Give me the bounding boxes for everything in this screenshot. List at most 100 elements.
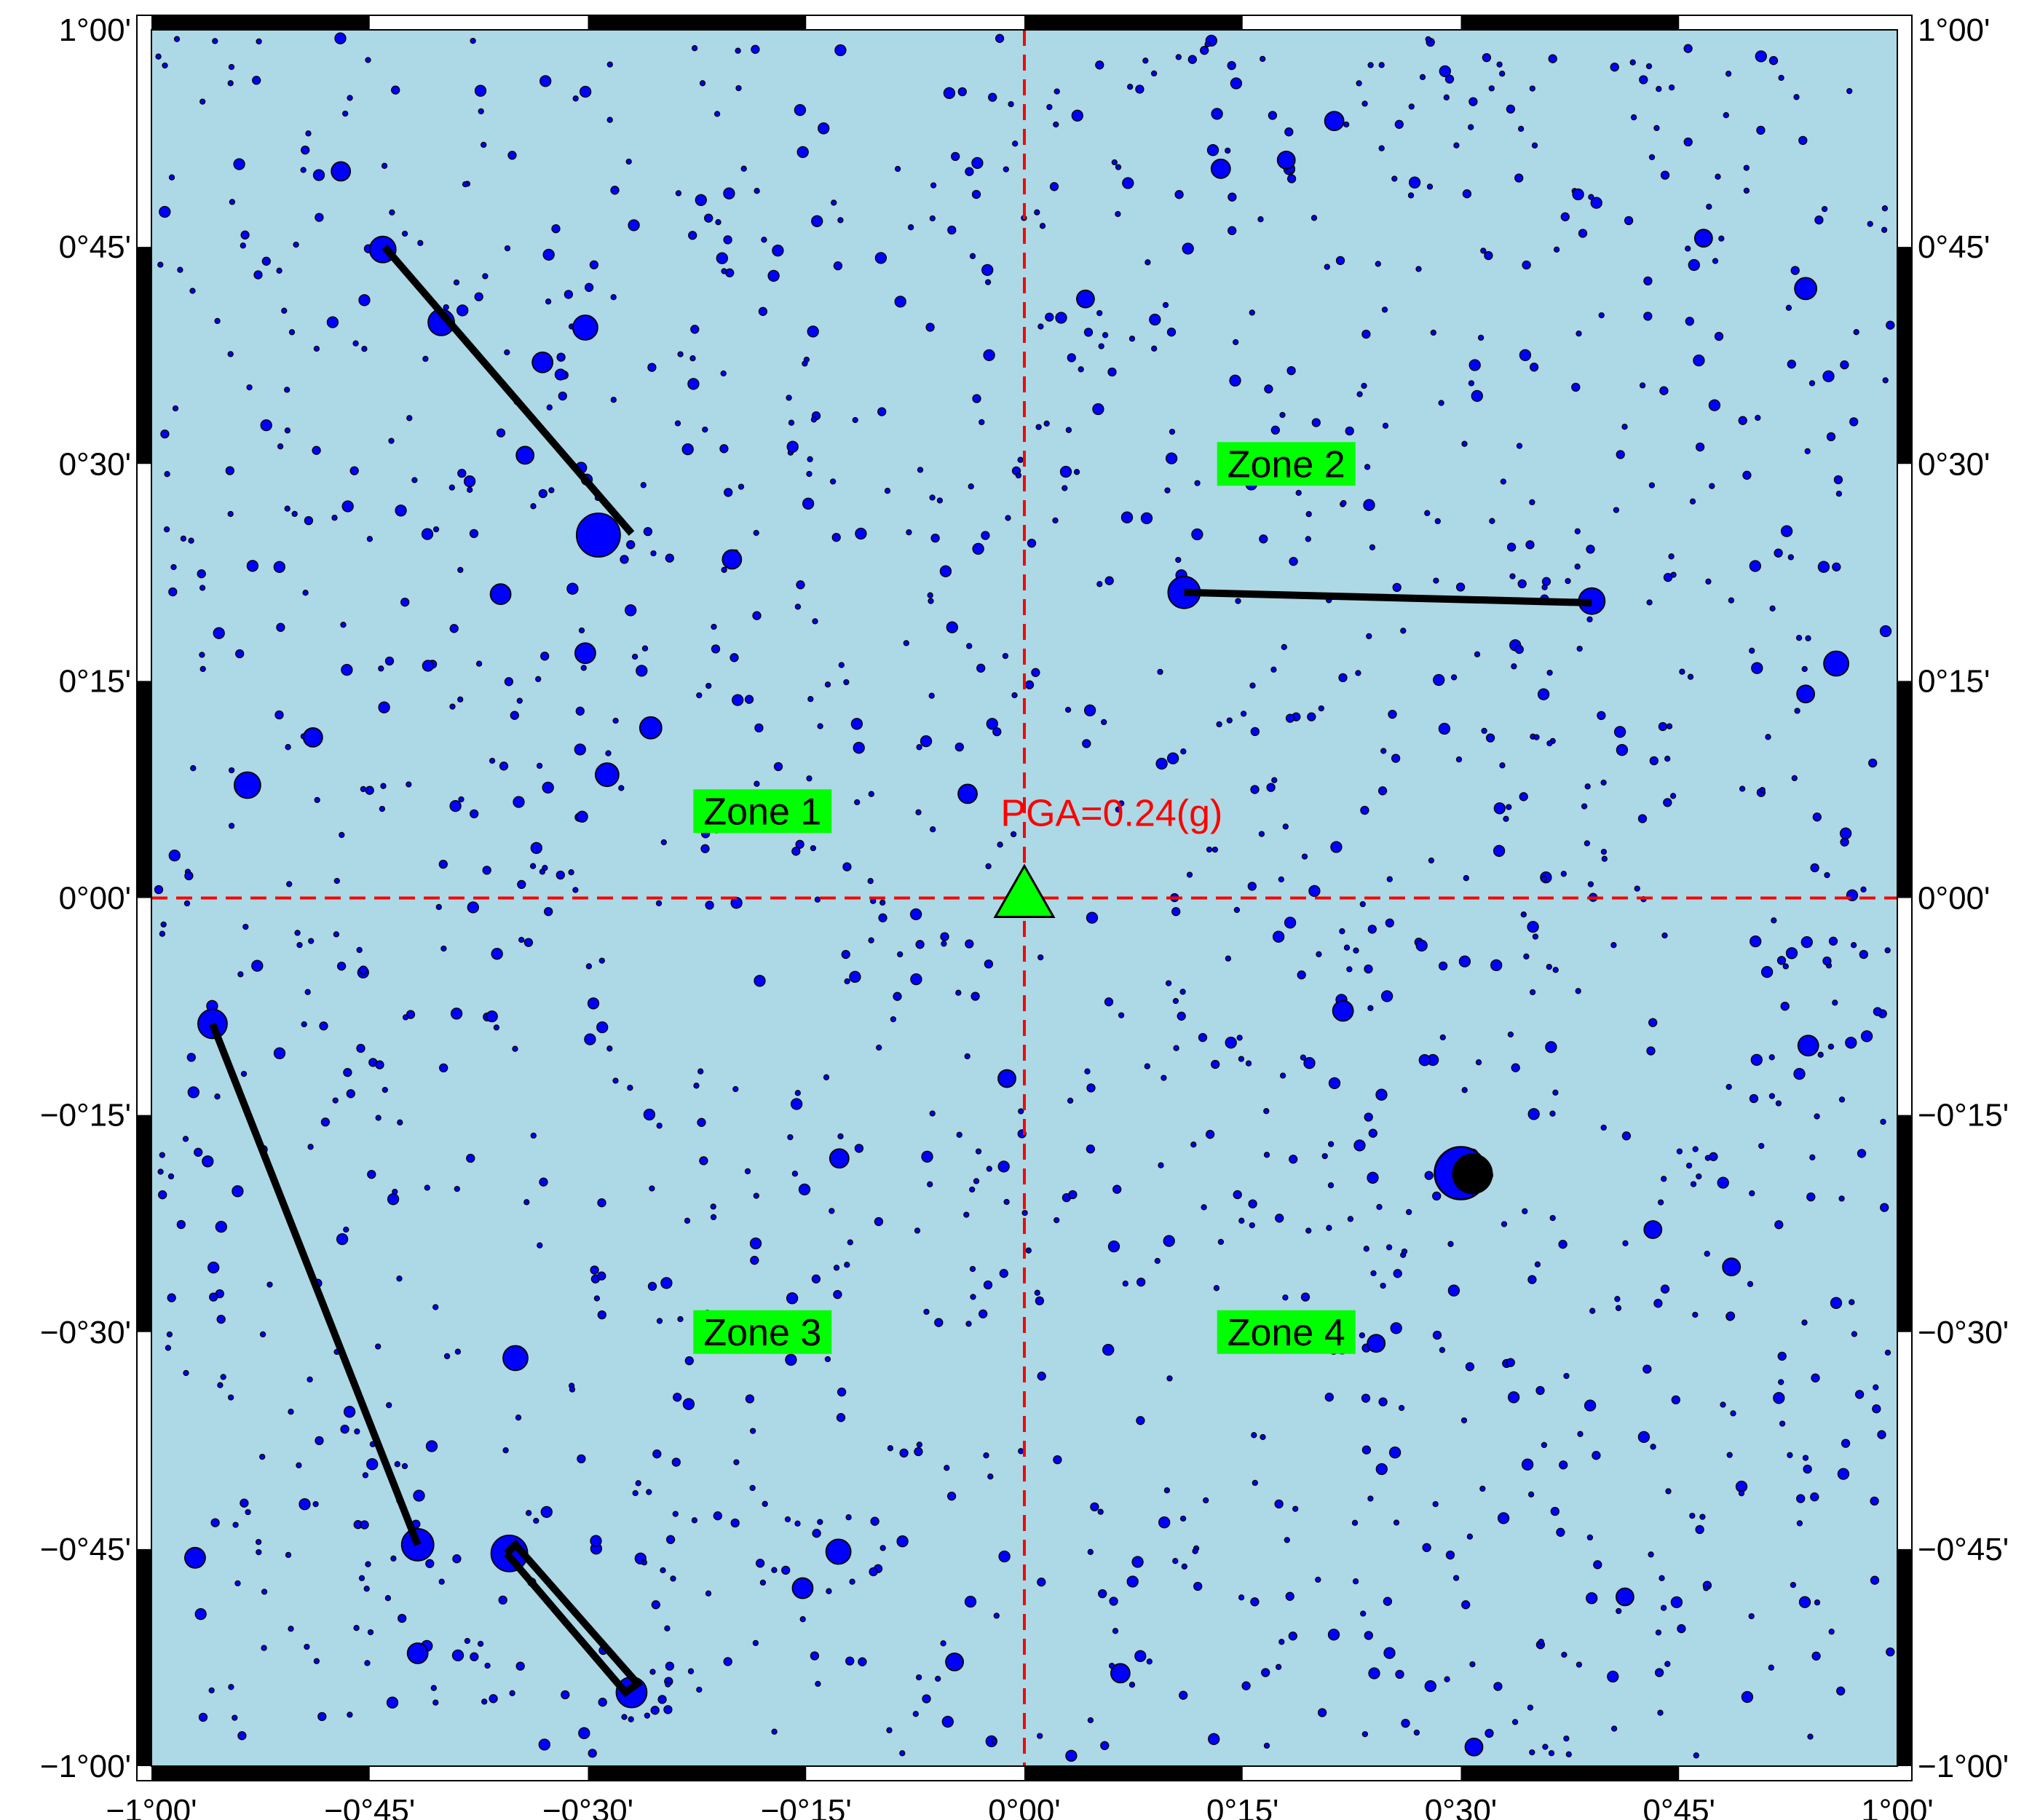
event-marker	[187, 1086, 199, 1099]
event-marker	[1067, 353, 1076, 363]
event-marker	[705, 901, 714, 910]
event-marker	[1778, 1379, 1784, 1385]
event-marker	[921, 1150, 933, 1163]
y-tick-label-left: −0°45'	[40, 1532, 131, 1567]
event-marker	[352, 340, 359, 347]
event-marker	[1657, 1709, 1664, 1716]
event-marker	[1458, 955, 1471, 968]
event-marker	[1867, 221, 1873, 227]
event-marker	[417, 240, 424, 246]
event-marker	[1424, 1171, 1434, 1180]
event-marker	[312, 446, 321, 455]
event-marker	[163, 526, 170, 533]
event-marker	[1381, 306, 1388, 313]
event-marker	[1616, 450, 1625, 459]
event-marker	[1175, 556, 1182, 563]
event-marker	[406, 1642, 429, 1664]
event-marker	[1095, 60, 1104, 70]
event-marker	[425, 1440, 438, 1452]
event-marker	[1370, 1270, 1377, 1277]
station-layer[interactable]: PGA=0.24(g)	[993, 792, 1222, 918]
event-marker	[1445, 1550, 1455, 1560]
event-marker	[773, 761, 783, 772]
event-marker	[1206, 144, 1219, 157]
event-marker	[516, 697, 523, 704]
event-marker	[1347, 1216, 1354, 1222]
event-marker	[467, 901, 479, 914]
event-marker	[845, 1656, 855, 1666]
event-marker	[649, 1185, 655, 1192]
event-marker	[641, 1559, 648, 1566]
event-marker	[489, 757, 496, 764]
event-marker	[240, 242, 246, 249]
event-marker	[1576, 645, 1583, 652]
event-marker	[969, 1186, 976, 1193]
main-event-marker[interactable]	[1434, 1146, 1493, 1200]
event-marker	[1005, 515, 1011, 521]
frame-bar-left	[137, 681, 151, 898]
event-marker	[504, 677, 514, 687]
event-marker	[1455, 756, 1463, 763]
event-marker	[849, 970, 861, 983]
event-marker	[183, 1369, 189, 1377]
event-marker	[215, 1220, 227, 1233]
event-marker	[463, 475, 476, 488]
event-marker	[812, 1529, 821, 1538]
event-marker	[1274, 1499, 1284, 1509]
event-marker	[909, 908, 922, 921]
event-marker	[964, 1053, 971, 1060]
event-marker	[943, 87, 956, 100]
event-marker	[1405, 1208, 1412, 1216]
event-marker	[752, 611, 762, 620]
event-marker	[1853, 329, 1859, 336]
event-marker	[1200, 46, 1209, 55]
event-marker	[971, 157, 984, 170]
event-marker	[214, 1093, 221, 1100]
event-marker	[1542, 1744, 1549, 1750]
event-marker	[1787, 360, 1796, 369]
station-triangle-icon[interactable]	[993, 863, 1056, 918]
fault-line	[1184, 588, 1592, 606]
event-marker	[969, 253, 976, 259]
event-marker	[556, 870, 565, 880]
event-marker	[829, 1148, 850, 1169]
event-marker	[1755, 50, 1767, 63]
event-marker	[1174, 190, 1184, 199]
event-marker	[1360, 805, 1369, 815]
event-marker	[647, 1281, 657, 1291]
event-marker	[1649, 756, 1659, 766]
event-marker	[1550, 1506, 1559, 1516]
event-marker	[493, 1024, 500, 1031]
event-marker	[1375, 261, 1381, 267]
y-tick-label-right: −0°15'	[1918, 1098, 2009, 1133]
event-marker	[903, 640, 909, 646]
event-marker	[1382, 422, 1389, 429]
event-marker	[1338, 673, 1348, 683]
event-marker	[1328, 1077, 1341, 1090]
event-marker	[596, 1021, 609, 1034]
event-marker	[313, 345, 320, 352]
event-marker	[467, 486, 473, 493]
event-marker	[791, 847, 801, 856]
event-marker	[1360, 1610, 1367, 1617]
event-marker	[1193, 1581, 1203, 1591]
event-marker	[232, 1714, 238, 1721]
x-tick-label-bottom: −0°15'	[761, 1793, 852, 1820]
event-marker	[1187, 55, 1197, 64]
event-marker	[379, 805, 386, 812]
event-marker	[810, 1651, 820, 1661]
event-marker	[1561, 1651, 1568, 1658]
event-marker	[214, 317, 221, 325]
event-marker	[401, 230, 408, 237]
event-marker	[625, 604, 637, 617]
event-marker	[1749, 1190, 1755, 1197]
event-marker	[1589, 1307, 1596, 1314]
event-marker	[421, 528, 434, 540]
event-marker	[979, 419, 985, 426]
event-marker	[353, 1625, 360, 1631]
event-marker	[1112, 1184, 1122, 1194]
event-marker	[1398, 1404, 1405, 1412]
event-marker	[1659, 386, 1669, 395]
event-marker	[1690, 1181, 1697, 1187]
event-marker	[628, 1716, 634, 1722]
